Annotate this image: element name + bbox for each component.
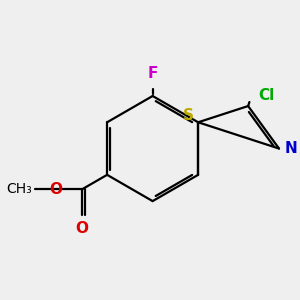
Text: O: O [49, 182, 62, 197]
Text: F: F [147, 66, 158, 81]
Text: N: N [284, 141, 297, 156]
Text: Cl: Cl [258, 88, 274, 103]
Text: S: S [183, 108, 194, 123]
Text: CH₃: CH₃ [6, 182, 32, 196]
Text: O: O [76, 221, 88, 236]
